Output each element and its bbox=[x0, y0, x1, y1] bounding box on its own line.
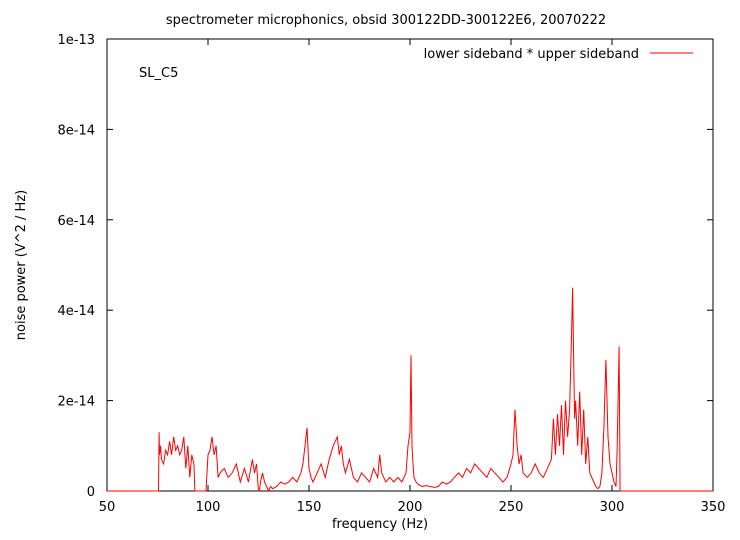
x-tick-label: 300 bbox=[600, 500, 625, 515]
y-tick-label: 6e-14 bbox=[57, 214, 95, 229]
y-axis-label: noise power (V^2 / Hz) bbox=[14, 190, 29, 340]
y-tick-label: 4e-14 bbox=[57, 304, 95, 319]
x-tick-label: 350 bbox=[701, 500, 726, 515]
annotation-label: SL_C5 bbox=[139, 66, 178, 81]
chart-title: spectrometer microphonics, obsid 300122D… bbox=[166, 13, 606, 28]
axis-ticks bbox=[106, 38, 714, 492]
series-line bbox=[107, 287, 713, 493]
x-tick-label: 50 bbox=[99, 500, 116, 515]
legend-label: lower sideband * upper sideband bbox=[424, 47, 639, 62]
x-axis-label: frequency (Hz) bbox=[332, 517, 428, 532]
x-tick-label: 150 bbox=[297, 500, 322, 515]
y-tick-label: 0 bbox=[87, 485, 95, 500]
x-tick-label: 100 bbox=[196, 500, 221, 515]
y-tick-label: 2e-14 bbox=[57, 395, 95, 410]
y-tick-label: 8e-14 bbox=[57, 123, 95, 138]
x-tick-label: 200 bbox=[398, 500, 423, 515]
y-tick-label: 1e-13 bbox=[57, 33, 95, 48]
x-tick-label: 250 bbox=[499, 500, 524, 515]
axis-tick-labels: 50 100 150 200 250 300 350 0 2e-14 4e-14 6e-14 8e-1… bbox=[57, 33, 725, 515]
